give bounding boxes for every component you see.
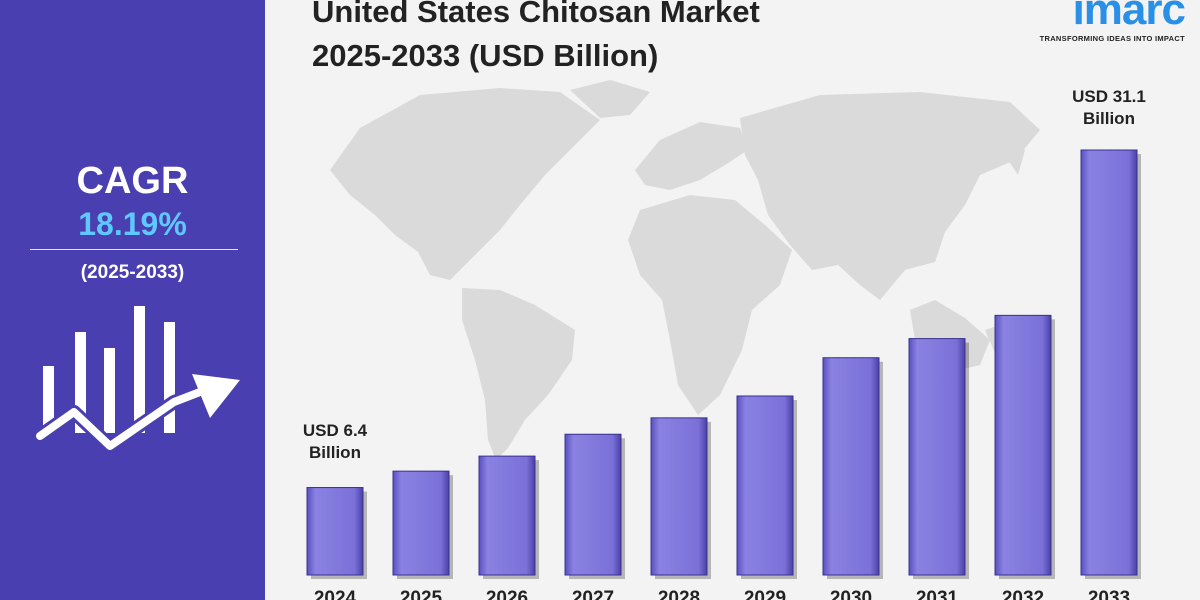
cagr-value: 18.19%	[78, 206, 187, 242]
logo-tagline: TRANSFORMING IDEAS INTO IMPACT	[1039, 34, 1185, 43]
bar-2029	[736, 395, 794, 576]
last-value-callout-unit: Billion	[1083, 109, 1135, 128]
bar-2030	[822, 357, 880, 576]
x-tick-label: 2030	[830, 588, 872, 600]
bar-2031	[908, 338, 966, 576]
bar-2027	[564, 433, 622, 576]
cagr-label: CAGR	[76, 160, 189, 202]
bar-2024	[306, 487, 364, 576]
bar-2026	[478, 455, 536, 576]
x-tick-label: 2031	[916, 588, 959, 600]
cagr-period: (2025-2033)	[80, 262, 185, 283]
last-value-callout-amount: USD 31.1	[1072, 87, 1146, 106]
first-value-callout-amount: USD 6.4	[302, 420, 368, 440]
bar-2025	[392, 470, 450, 576]
imarc-logo: imarc TRANSFORMING IDEAS INTO IMPACT	[1015, 0, 1186, 43]
x-tick-label: 2032	[1002, 588, 1044, 600]
x-tick-label: 2029	[744, 588, 786, 600]
x-tick-label: 2025	[400, 588, 443, 600]
x-tick-label: 2028	[658, 588, 700, 600]
cagr-sidebar: CAGR 18.19% (2025-2033)	[0, 0, 265, 600]
x-tick-label: 2033	[1088, 588, 1130, 600]
chart-title-line-2: 2025-2033 (USD Billion)	[312, 38, 659, 73]
bar-2028	[650, 417, 708, 576]
cagr-divider	[30, 249, 238, 250]
x-tick-label: 2026	[486, 588, 528, 600]
x-tick-label: 2024	[314, 588, 357, 600]
bar-2032	[994, 314, 1052, 576]
growth-chart-arrow-icon	[35, 306, 240, 453]
bar-2033	[1080, 149, 1138, 576]
last-value-callout: USD 31.1 Billion	[1044, 86, 1174, 130]
first-value-callout: USD 6.4 Billion	[270, 420, 400, 464]
logo-wordmark: imarc	[1072, 0, 1186, 34]
chart-title-line-1: United States Chitosan Market	[312, 0, 760, 29]
x-tick-label: 2027	[572, 588, 614, 600]
chart-title: United States Chitosan Market 2025-2033 …	[312, 0, 760, 78]
world-map-background	[330, 80, 1040, 460]
first-value-callout-unit: Billion	[309, 442, 361, 462]
